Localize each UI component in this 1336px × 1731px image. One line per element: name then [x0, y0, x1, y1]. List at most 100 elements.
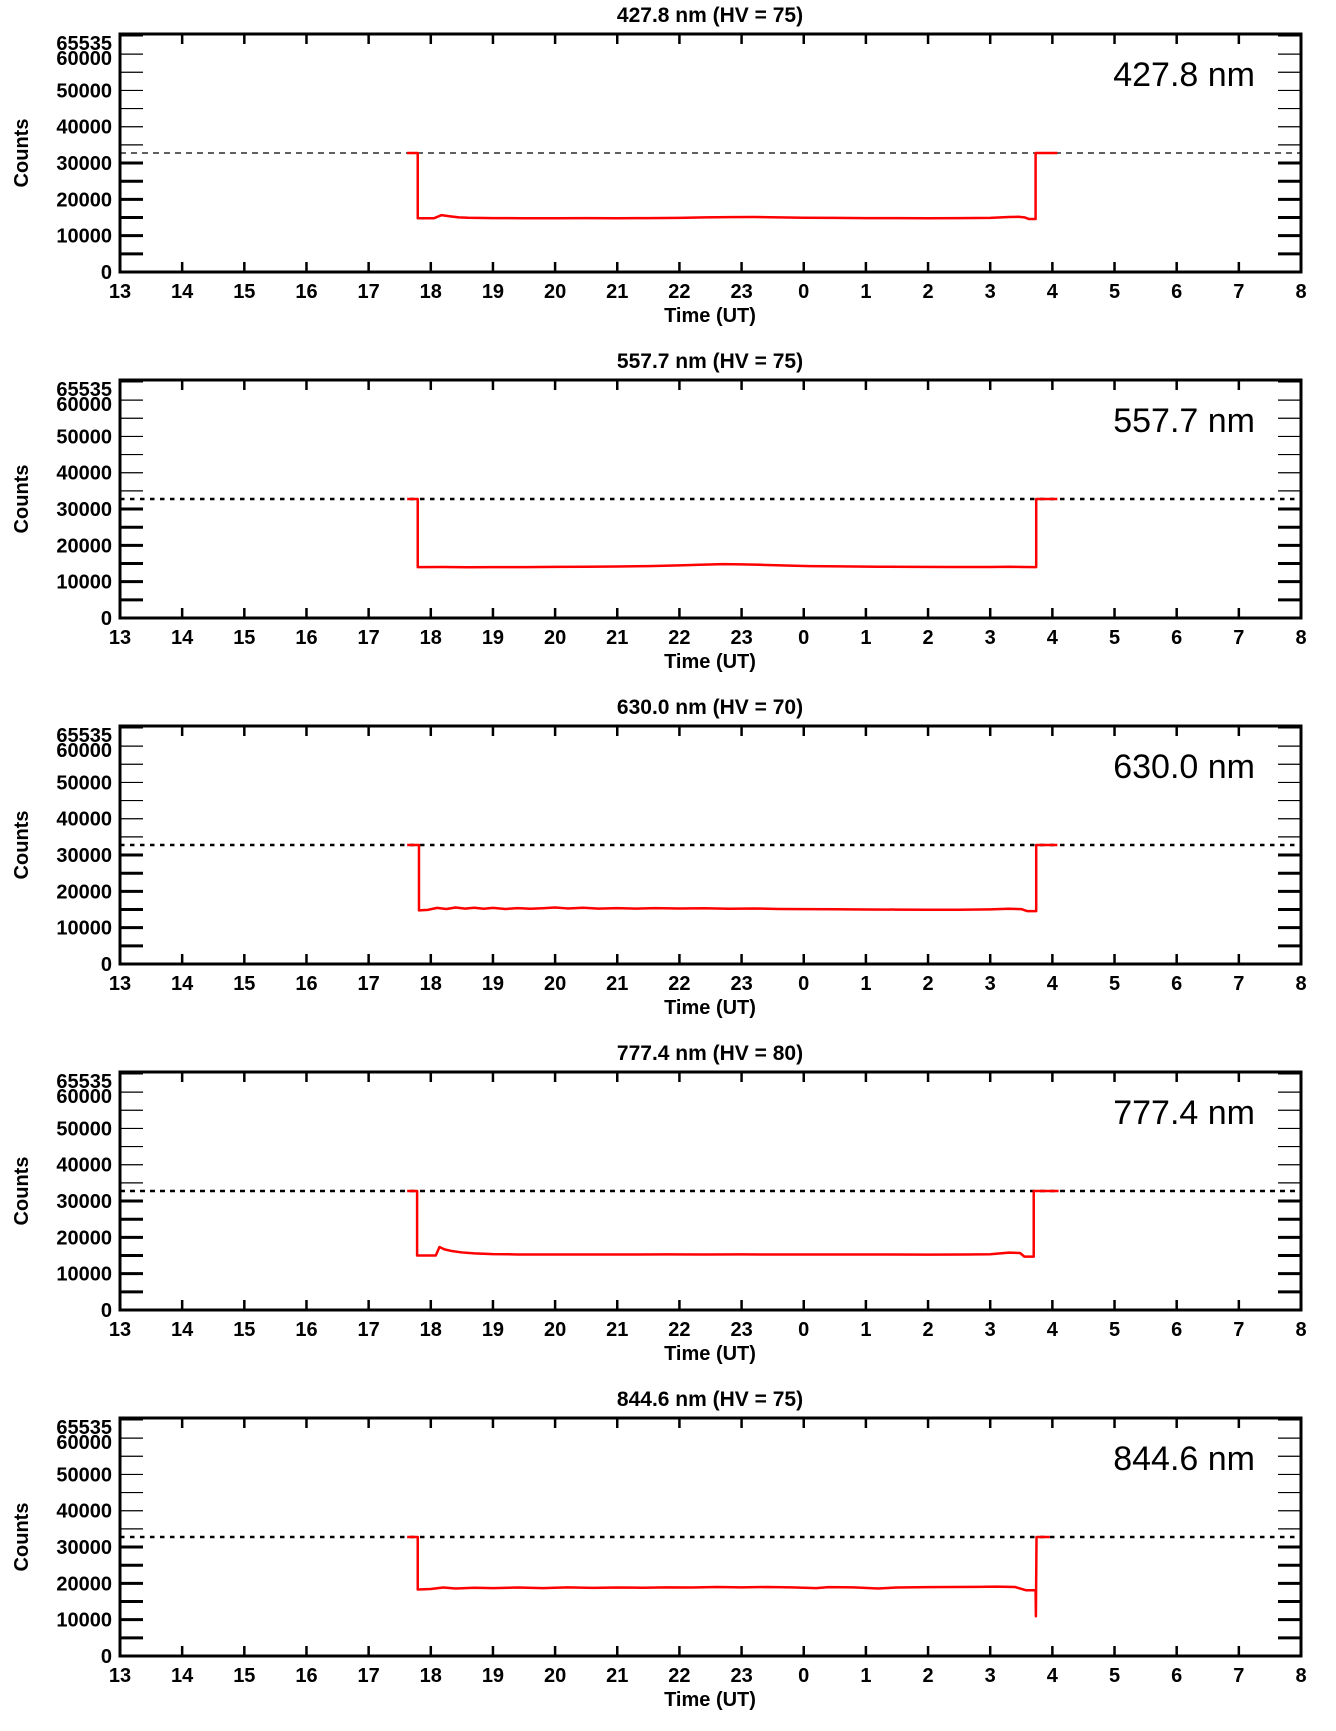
x-tick-label: 2	[922, 973, 933, 995]
x-tick-label: 14	[171, 281, 194, 303]
x-tick-label: 13	[109, 1319, 131, 1341]
x-tick-label: 16	[295, 973, 317, 995]
x-tick-label: 2	[922, 627, 933, 649]
x-tick-label: 19	[482, 627, 504, 649]
inplot-wavelength-label: 630.0 nm	[1113, 748, 1255, 786]
subplot-630-0-nm: 630.0 nm (HV = 70) 0 10000 20000 30000 40000 5…	[0, 692, 1336, 1038]
x-tick-label: 15	[233, 973, 255, 995]
inplot-wavelength-label: 557.7 nm	[1113, 402, 1255, 440]
x-tick-label: 18	[420, 973, 442, 995]
x-tick-label: 21	[606, 1319, 628, 1341]
x-tick-label: 22	[668, 281, 690, 303]
y-tick-label: 20000	[56, 881, 112, 903]
y-tick-label: 10000	[56, 918, 112, 940]
x-tick-label: 4	[1047, 1319, 1059, 1341]
x-tick-label: 22	[668, 1319, 690, 1341]
x-tick-label: 2	[922, 1319, 933, 1341]
y-tick-label: 10000	[56, 1610, 112, 1632]
x-tick-label: 0	[798, 627, 809, 649]
data-line	[407, 1189, 1059, 1258]
x-tick-label: 21	[606, 973, 628, 995]
x-tick-label: 6	[1171, 1319, 1182, 1341]
x-tick-label: 13	[109, 1665, 131, 1687]
data-line	[407, 497, 1058, 569]
x-tick-label: 19	[482, 281, 504, 303]
y-axis-label: Counts	[11, 119, 33, 188]
x-tick-label: 14	[171, 627, 194, 649]
x-axis-label: Time (UT)	[664, 1689, 756, 1711]
x-tick-label: 13	[109, 281, 131, 303]
y-tick-label: 50000	[56, 80, 112, 102]
x-tick-label: 3	[985, 627, 996, 649]
y-tick-label: 30000	[56, 1191, 112, 1213]
x-tick-label: 23	[730, 627, 752, 649]
y-tick-label: 40000	[56, 1155, 112, 1177]
x-tick-label: 6	[1171, 281, 1182, 303]
x-tick-label: 1	[860, 1665, 871, 1687]
x-tick-label: 17	[358, 281, 380, 303]
y-tick-label: 0	[101, 1300, 112, 1322]
y-tick-label: 20000	[56, 1573, 112, 1595]
x-tick-label: 5	[1109, 1319, 1120, 1341]
x-tick-label: 23	[730, 281, 752, 303]
y-tick-label: 60000	[56, 48, 112, 70]
x-tick-label: 22	[668, 973, 690, 995]
plot-svg: 630.0 nm (HV = 70) 0 10000 20000 30000 40000 5…	[11, 696, 1307, 1019]
y-tick-label: 50000	[56, 426, 112, 448]
y-tick-label: 50000	[56, 1464, 112, 1486]
x-axis-label: Time (UT)	[664, 997, 756, 1019]
plot-svg: 844.6 nm (HV = 75) 0 10000 20000 30000 40000 5…	[11, 1388, 1307, 1711]
y-tick-label: 20000	[56, 535, 112, 557]
x-tick-label: 15	[233, 281, 255, 303]
y-tick-label: 0	[101, 1646, 112, 1668]
y-tick-label: 40000	[56, 1501, 112, 1523]
y-axis-label: Counts	[11, 465, 33, 534]
x-tick-label: 17	[358, 973, 380, 995]
plot-title: 630.0 nm (HV = 70)	[617, 696, 803, 719]
x-tick-label: 20	[544, 1665, 566, 1687]
y-tick-label: 0	[101, 954, 112, 976]
y-tick-label: 40000	[56, 117, 112, 139]
x-axis-label: Time (UT)	[664, 651, 756, 673]
x-tick-label: 18	[420, 281, 442, 303]
x-tick-label: 4	[1047, 627, 1059, 649]
y-tick-label: 20000	[56, 1227, 112, 1249]
data-line	[407, 151, 1058, 221]
x-tick-label: 21	[606, 1665, 628, 1687]
x-tick-label: 7	[1233, 1319, 1244, 1341]
x-tick-label: 2	[922, 281, 933, 303]
x-tick-label: 20	[544, 1319, 566, 1341]
x-tick-label: 14	[171, 1319, 194, 1341]
plot-svg: 427.8 nm (HV = 75) 0 10000 20000 30000 40000 5…	[11, 4, 1307, 327]
x-tick-label: 16	[295, 1665, 317, 1687]
x-tick-label: 23	[730, 1665, 752, 1687]
y-tick-label: 10000	[56, 226, 112, 248]
x-axis-label: Time (UT)	[664, 305, 756, 327]
x-tick-label: 21	[606, 281, 628, 303]
y-tick-label: 60000	[56, 1432, 112, 1454]
x-tick-label: 18	[420, 1319, 442, 1341]
x-tick-label: 4	[1047, 281, 1059, 303]
plot-title: 557.7 nm (HV = 75)	[617, 350, 803, 373]
x-tick-label: 4	[1047, 973, 1059, 995]
x-tick-label: 0	[798, 1319, 809, 1341]
x-tick-label: 6	[1171, 973, 1182, 995]
x-tick-label: 16	[295, 281, 317, 303]
x-tick-label: 20	[544, 281, 566, 303]
y-tick-label: 10000	[56, 1264, 112, 1286]
x-tick-label: 1	[860, 627, 871, 649]
y-tick-label: 65535	[56, 725, 112, 747]
y-axis-label: Counts	[11, 1157, 33, 1226]
inplot-wavelength-label: 427.8 nm	[1113, 56, 1255, 94]
y-tick-label: 50000	[56, 1118, 112, 1140]
x-tick-label: 19	[482, 973, 504, 995]
x-tick-label: 23	[730, 1319, 752, 1341]
x-tick-label: 8	[1295, 281, 1306, 303]
y-tick-label: 60000	[56, 740, 112, 762]
x-tick-label: 14	[171, 1665, 194, 1687]
x-tick-label: 22	[668, 627, 690, 649]
y-tick-label: 60000	[56, 394, 112, 416]
x-tick-label: 18	[420, 627, 442, 649]
x-tick-label: 15	[233, 627, 255, 649]
x-tick-label: 17	[358, 1319, 380, 1341]
